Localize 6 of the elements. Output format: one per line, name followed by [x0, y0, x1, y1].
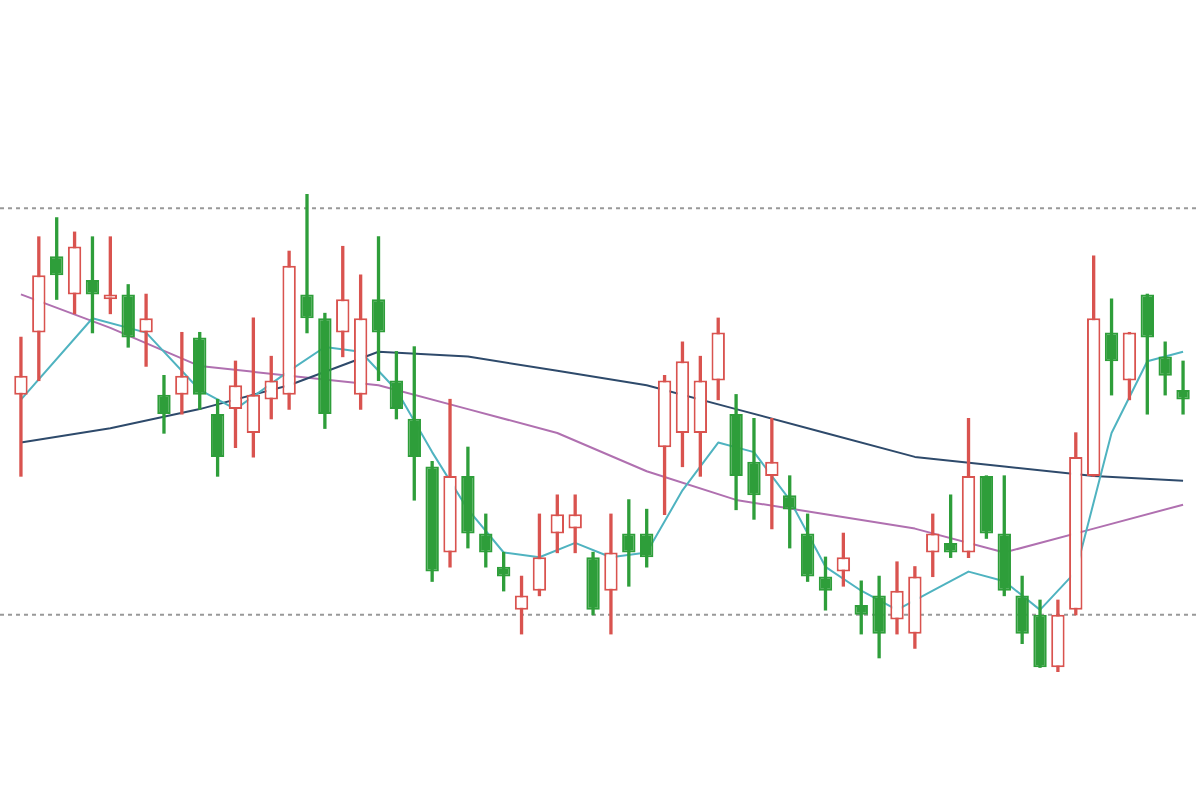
candlestick: [14, 336, 28, 477]
candlestick: [139, 293, 153, 367]
candlestick: [300, 194, 314, 334]
candlestick: [1176, 360, 1190, 415]
candlestick: [765, 418, 779, 530]
candlestick: [175, 331, 189, 415]
